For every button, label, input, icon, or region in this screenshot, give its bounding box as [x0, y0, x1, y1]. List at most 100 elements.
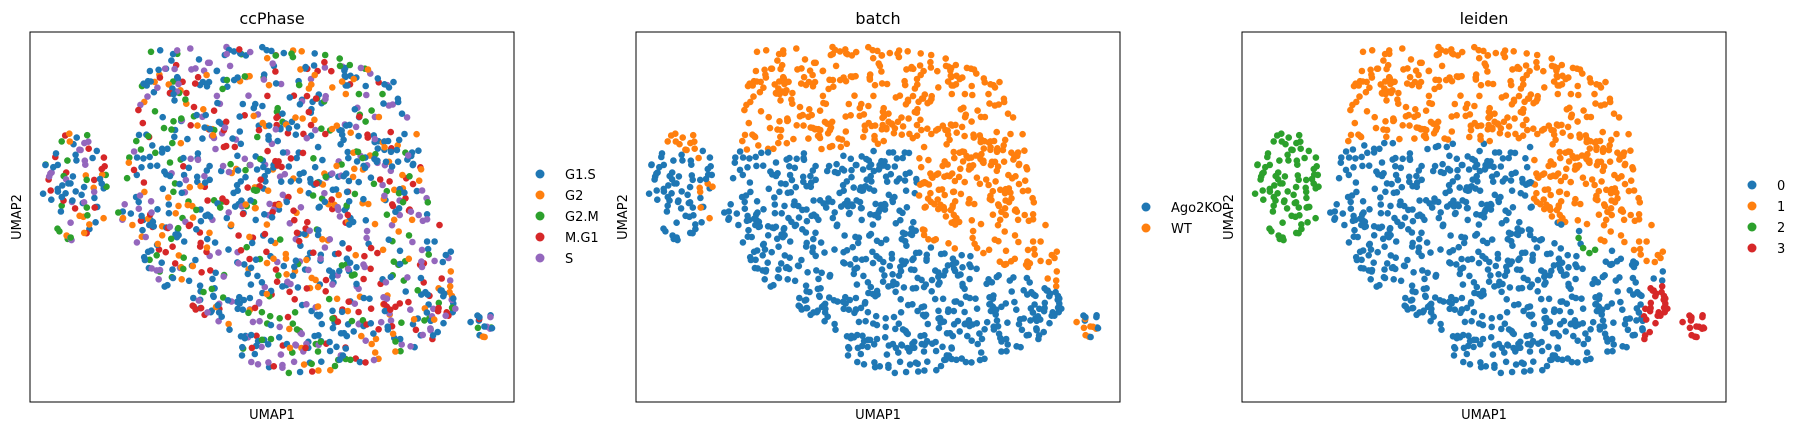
scatter-point	[78, 191, 85, 199]
scatter-point	[809, 71, 816, 79]
scatter-point	[86, 221, 93, 228]
scatter-point	[1629, 274, 1637, 282]
scatter-point	[1480, 214, 1488, 221]
scatter-point	[266, 200, 273, 208]
scatter-point	[1418, 229, 1425, 237]
scatter-point	[878, 126, 886, 133]
scatter-point	[799, 226, 806, 233]
scatter-point	[888, 250, 896, 258]
scatter-point	[1540, 125, 1548, 133]
scatter-point	[1630, 246, 1638, 254]
scatter-point	[1292, 199, 1300, 206]
scatter-point	[177, 139, 185, 147]
scatter-point	[969, 234, 976, 242]
scatter-point	[1361, 142, 1368, 149]
scatter-point	[140, 179, 148, 186]
scatter-point	[345, 298, 353, 306]
scatter-point	[347, 356, 354, 364]
scatter-point	[842, 293, 849, 301]
scatter-point	[199, 135, 206, 142]
scatter-point	[1491, 361, 1498, 369]
scatter-point	[263, 259, 271, 267]
scatter-point	[376, 176, 384, 183]
legend-label: 3	[1777, 242, 1785, 257]
scatter-point	[360, 294, 368, 302]
scatter-point	[1618, 173, 1625, 180]
scatter-point	[328, 125, 336, 133]
scatter-point	[679, 157, 686, 164]
scatter-point	[168, 57, 175, 64]
scatter-point	[957, 190, 965, 198]
scatter-point	[760, 84, 767, 91]
scatter-point	[978, 335, 986, 343]
scatter-point	[429, 332, 437, 339]
scatter-point	[853, 264, 861, 272]
scatter-point	[1488, 323, 1495, 331]
scatter-point	[434, 328, 442, 336]
scatter-point	[289, 272, 297, 280]
scatter-point	[890, 278, 897, 286]
scatter-point	[1470, 308, 1478, 316]
scatter-point	[209, 132, 217, 139]
scatter-point	[374, 145, 382, 152]
scatter-point	[1382, 118, 1389, 125]
scatter-point	[1404, 306, 1411, 313]
scatter-point	[688, 161, 695, 168]
legend-item-ago2ko: Ago2KO	[1141, 201, 1222, 216]
scatter-point	[956, 328, 963, 335]
scatter-point	[84, 212, 91, 219]
scatter-point	[195, 297, 203, 304]
scatter-point	[809, 244, 817, 251]
scatter-point	[1533, 244, 1541, 251]
scatter-point	[1507, 81, 1515, 89]
scatter-point	[994, 163, 1002, 170]
scatter-point	[1462, 112, 1469, 120]
scatter-point	[237, 178, 245, 185]
scatter-point	[138, 164, 145, 171]
scatter-point	[447, 248, 455, 255]
scatter-point	[675, 173, 683, 180]
scatter-point	[388, 163, 396, 170]
scatter-point	[776, 188, 783, 196]
scatter-point	[994, 221, 1002, 229]
scatter-point	[1466, 272, 1473, 280]
scatter-point	[831, 168, 839, 176]
scatter-point	[147, 78, 154, 85]
scatter-point	[158, 259, 165, 267]
scatter-point	[344, 307, 352, 315]
scatter-point	[793, 155, 800, 163]
scatter-point	[895, 272, 903, 280]
scatter-point	[276, 315, 284, 322]
scatter-point	[183, 89, 190, 97]
scatter-point	[380, 294, 387, 301]
scatter-point	[904, 48, 911, 55]
scatter-point	[263, 248, 270, 256]
scatter-point	[182, 96, 189, 103]
scatter-point	[1480, 47, 1487, 55]
scatter-point	[161, 168, 168, 175]
scatter-point	[662, 228, 669, 235]
scatter-point	[313, 180, 320, 187]
scatter-point	[810, 197, 817, 204]
scatter-point	[756, 88, 764, 96]
scatter-point	[1530, 125, 1537, 132]
scatter-point	[1285, 157, 1292, 164]
scatter-point	[318, 125, 325, 132]
scatter-point	[653, 170, 660, 177]
scatter-point	[871, 122, 879, 129]
scatter-point	[85, 138, 92, 145]
scatter-point	[1579, 265, 1586, 273]
scatter-point	[1404, 256, 1411, 264]
scatter-point	[810, 309, 817, 316]
scatter-point	[1414, 212, 1421, 220]
scatter-point	[875, 208, 882, 216]
scatter-point	[409, 160, 417, 168]
scatter-point	[983, 318, 991, 326]
scatter-point	[873, 237, 881, 245]
scatter-point	[924, 125, 931, 132]
scatter-point	[958, 251, 965, 259]
scatter-point	[389, 330, 397, 338]
scatter-point	[1016, 316, 1024, 323]
scatter-point	[1547, 191, 1554, 199]
scatter-point	[921, 226, 928, 234]
